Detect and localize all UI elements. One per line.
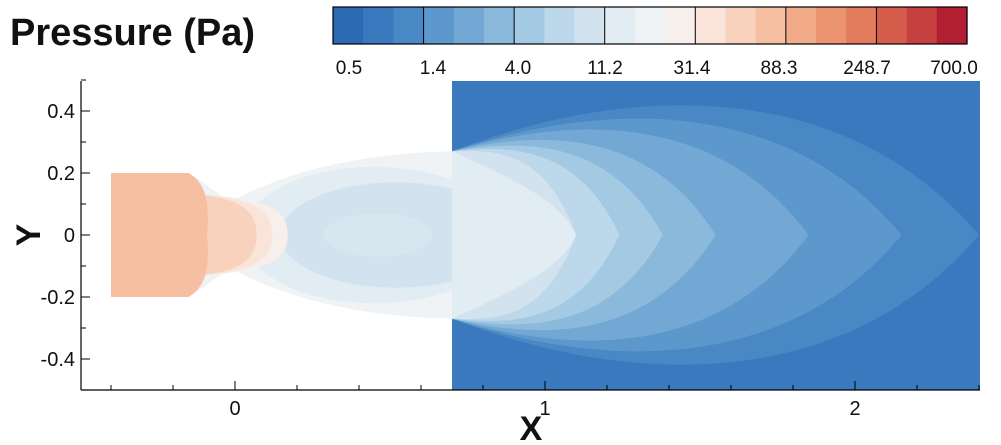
colorbar-tick-label: 4.0 [505,58,531,79]
colorbar-swatch [725,7,757,44]
colorbar-tick-label: 0.5 [336,58,362,79]
colorbar-swatch [785,7,817,44]
colorbar-swatch [544,7,576,44]
colorbar-swatch [604,7,636,44]
colorbar-swatch [634,7,666,44]
y-tick-label: -0.4 [41,349,75,371]
colorbar-tick-label: 11.2 [587,58,623,79]
x-tick-label: 1 [539,398,550,420]
colorbar-tick-label: 700.0 [930,58,978,79]
contour-field [111,81,980,390]
y-tick-label: -0.2 [41,287,75,309]
chart-title: Pressure (Pa) [10,12,256,54]
core-contour [323,213,432,257]
colorbar-swatch [906,7,938,44]
colorbar-swatch [876,7,908,44]
colorbar-swatch [695,7,727,44]
throat-contour [197,194,257,276]
colorbar-swatch [483,7,515,44]
colorbar: 0.5 1.4 4.0 11.2 31.4 88.3 248.7 700.0 [332,6,978,79]
colorbar-swatch [333,7,364,44]
colorbar-swatch [363,7,394,44]
colorbar-swatch [816,7,847,44]
colorbar-swatch [393,7,425,44]
colorbar-frame [332,6,968,45]
colorbar-swatch [423,7,455,44]
y-tick-label: 0 [64,225,75,247]
colorbar-swatch [574,7,606,44]
colorbar-swatch [755,7,787,44]
colorbar-swatch [665,7,696,44]
colorbar-tick-label: 1.4 [420,58,447,79]
colorbar-tick-label: 248.7 [843,58,891,79]
inlet-chamber [111,173,208,297]
x-tick-label: 2 [849,398,860,420]
colorbar-tick-label: 31.4 [674,58,711,79]
y-tick-label: 0.4 [47,101,75,123]
axes: 0 1 2 0.4 0.2 0 -0.2 -0.4 [41,79,980,420]
colorbar-tick-label: 88.3 [761,58,798,79]
x-axis-label: X [520,410,543,445]
y-tick-label: 0.2 [47,163,75,185]
colorbar-swatch [514,7,545,44]
colorbar-swatch [453,7,485,44]
y-axis-label: Y [10,223,48,246]
x-tick-label: 0 [229,398,240,420]
colorbar-swatch [936,7,968,44]
plume-core [452,151,576,319]
colorbar-swatch [846,7,878,44]
